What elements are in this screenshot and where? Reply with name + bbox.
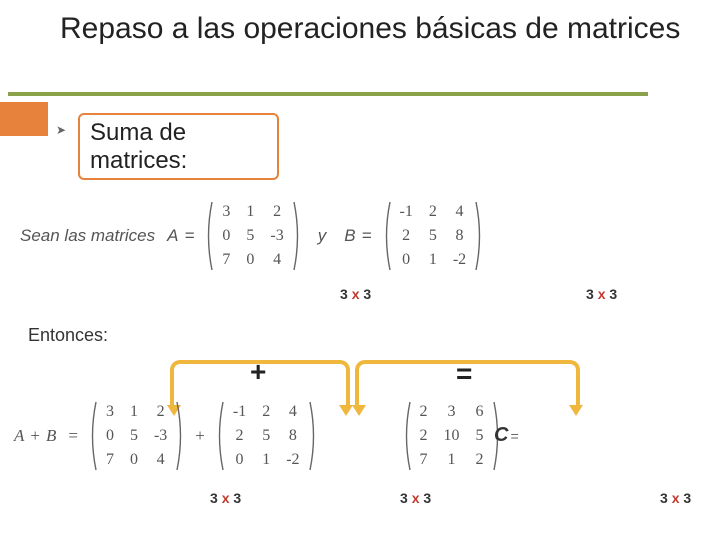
sean-text: Sean las matrices — [20, 226, 155, 246]
matrix-B2: -12425801-2 — [215, 400, 318, 472]
bullet-text: Suma de matrices: — [78, 113, 279, 180]
y-word: y — [318, 226, 327, 246]
plus-operator: + — [250, 356, 266, 388]
matrix-B: -12425801-2 — [382, 200, 485, 272]
matrices-definition-row: Sean las matrices A = 31205-3704 y B = -… — [20, 200, 488, 272]
dim-B: 3 x 3 — [586, 286, 617, 302]
dim-A: 3 x 3 — [340, 286, 371, 302]
matrix-B-name: B — [344, 226, 355, 246]
equals-operator: = — [456, 358, 472, 390]
title-underline — [8, 92, 648, 96]
dim-A2: 3 x 3 — [210, 490, 241, 506]
matrix-A2: 31205-3704 — [88, 400, 185, 472]
slide-title: Repaso a las operaciones básicas de matr… — [60, 12, 680, 46]
result-C-label: C= — [494, 424, 519, 447]
entonces-label: Entonces: — [28, 325, 108, 346]
accent-block — [0, 102, 48, 136]
sum-expression-row: A + B = 31205-3704 + -12425801-2 2362105… — [8, 400, 506, 472]
matrix-A: 31205-3704 — [204, 200, 301, 272]
chevron-icon: ➤ — [56, 123, 68, 135]
dim-B2: 3 x 3 — [400, 490, 431, 506]
bullet-row: ➤ Suma de matrices: — [56, 113, 279, 180]
matrix-C: 2362105712 — [402, 400, 502, 472]
dim-C: 3 x 3 — [660, 490, 691, 506]
expr-B: B — [46, 426, 56, 446]
expr-A: A — [14, 426, 24, 446]
matrix-A-name: A — [167, 226, 178, 246]
